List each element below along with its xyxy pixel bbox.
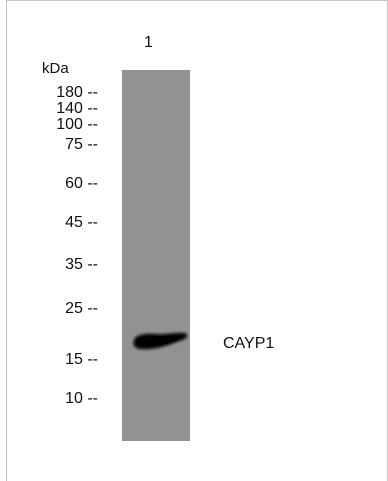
marker-10: 10 -- — [65, 390, 98, 407]
marker-60: 60 -- — [65, 175, 98, 192]
blot-lane — [122, 70, 190, 441]
marker-100: 100 -- — [56, 116, 98, 133]
lane-number: 1 — [144, 34, 153, 51]
marker-45: 45 -- — [65, 214, 98, 231]
marker-140: 140 -- — [56, 100, 98, 117]
marker-75: 75 -- — [65, 136, 98, 153]
marker-15: 15 -- — [65, 351, 98, 368]
marker-25: 25 -- — [65, 300, 98, 317]
kda-unit-label: kDa — [42, 60, 69, 77]
band-svg — [133, 332, 188, 350]
band-label: CAYP1 — [223, 335, 275, 352]
marker-35: 35 -- — [65, 256, 98, 273]
marker-180: 180 -- — [56, 84, 98, 101]
